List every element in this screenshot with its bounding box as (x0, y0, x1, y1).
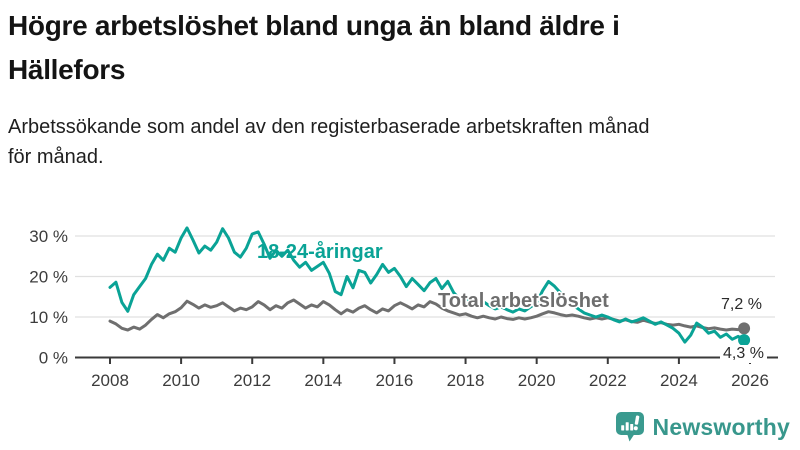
x-axis-tick-label: 2008 (91, 371, 129, 390)
page-title-line2: Hällefors (8, 54, 126, 85)
series-end-dot-youth (738, 334, 751, 347)
x-axis-tick-label: 2014 (304, 371, 342, 390)
page-title: Högre arbetslöshet bland unga än bland ä… (8, 4, 792, 92)
y-axis-tick-label: 10 % (29, 308, 68, 327)
chart-subtitle-line2: för månad. (8, 146, 104, 168)
series-line-total (108, 298, 746, 332)
newsworthy-logo-icon (615, 412, 644, 442)
x-axis-tick-label: 2020 (518, 371, 556, 390)
chart-subtitle: Arbetssökande som andel av den registerb… (8, 112, 792, 172)
y-axis-tick-label: 20 % (29, 268, 68, 287)
x-axis-tick-label: 2026 (731, 371, 769, 390)
page-title-line1: Högre arbetslöshet bland unga än bland ä… (8, 10, 620, 41)
brand-footer[interactable]: Newsworthy (615, 410, 790, 444)
end-value-label-youth: 4,3 % (720, 345, 767, 363)
x-axis-tick-label: 2012 (233, 371, 271, 390)
x-axis-tick-label: 2024 (660, 371, 698, 390)
brand-name: Newsworthy (652, 413, 790, 440)
x-axis-tick-label: 2022 (589, 371, 627, 390)
series-label-total: Total arbetslöshet (438, 290, 609, 312)
x-axis-tick-label: 2018 (447, 371, 485, 390)
y-axis-tick-label: 30 % (29, 227, 68, 246)
chart-subtitle-line1: Arbetssökande som andel av den registerb… (8, 116, 650, 138)
series-line-youth (108, 226, 746, 344)
series-label-youth: 18-24-åringar (257, 241, 383, 263)
series-end-dot-total (738, 322, 751, 335)
x-axis-tick-label: 2010 (162, 371, 200, 390)
end-value-label-total: 7,2 % (718, 296, 765, 314)
y-axis-tick-label: 0 % (39, 349, 68, 368)
x-axis-tick-label: 2016 (376, 371, 414, 390)
